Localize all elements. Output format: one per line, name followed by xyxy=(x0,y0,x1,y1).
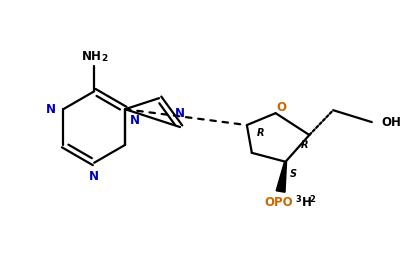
Text: N: N xyxy=(46,103,56,116)
Text: S: S xyxy=(290,169,297,179)
Text: R: R xyxy=(301,140,308,150)
Text: OPO: OPO xyxy=(264,196,293,209)
Text: O: O xyxy=(277,101,287,114)
Text: R: R xyxy=(257,128,264,138)
Text: N: N xyxy=(130,114,140,127)
Text: 3: 3 xyxy=(296,196,301,205)
Text: NH: NH xyxy=(82,50,102,63)
Text: N: N xyxy=(89,170,99,183)
Text: N: N xyxy=(175,107,185,120)
Text: H: H xyxy=(301,196,311,209)
Polygon shape xyxy=(276,162,286,192)
Text: 2: 2 xyxy=(309,196,315,205)
Text: OH: OH xyxy=(382,116,402,129)
Text: 2: 2 xyxy=(101,54,107,63)
